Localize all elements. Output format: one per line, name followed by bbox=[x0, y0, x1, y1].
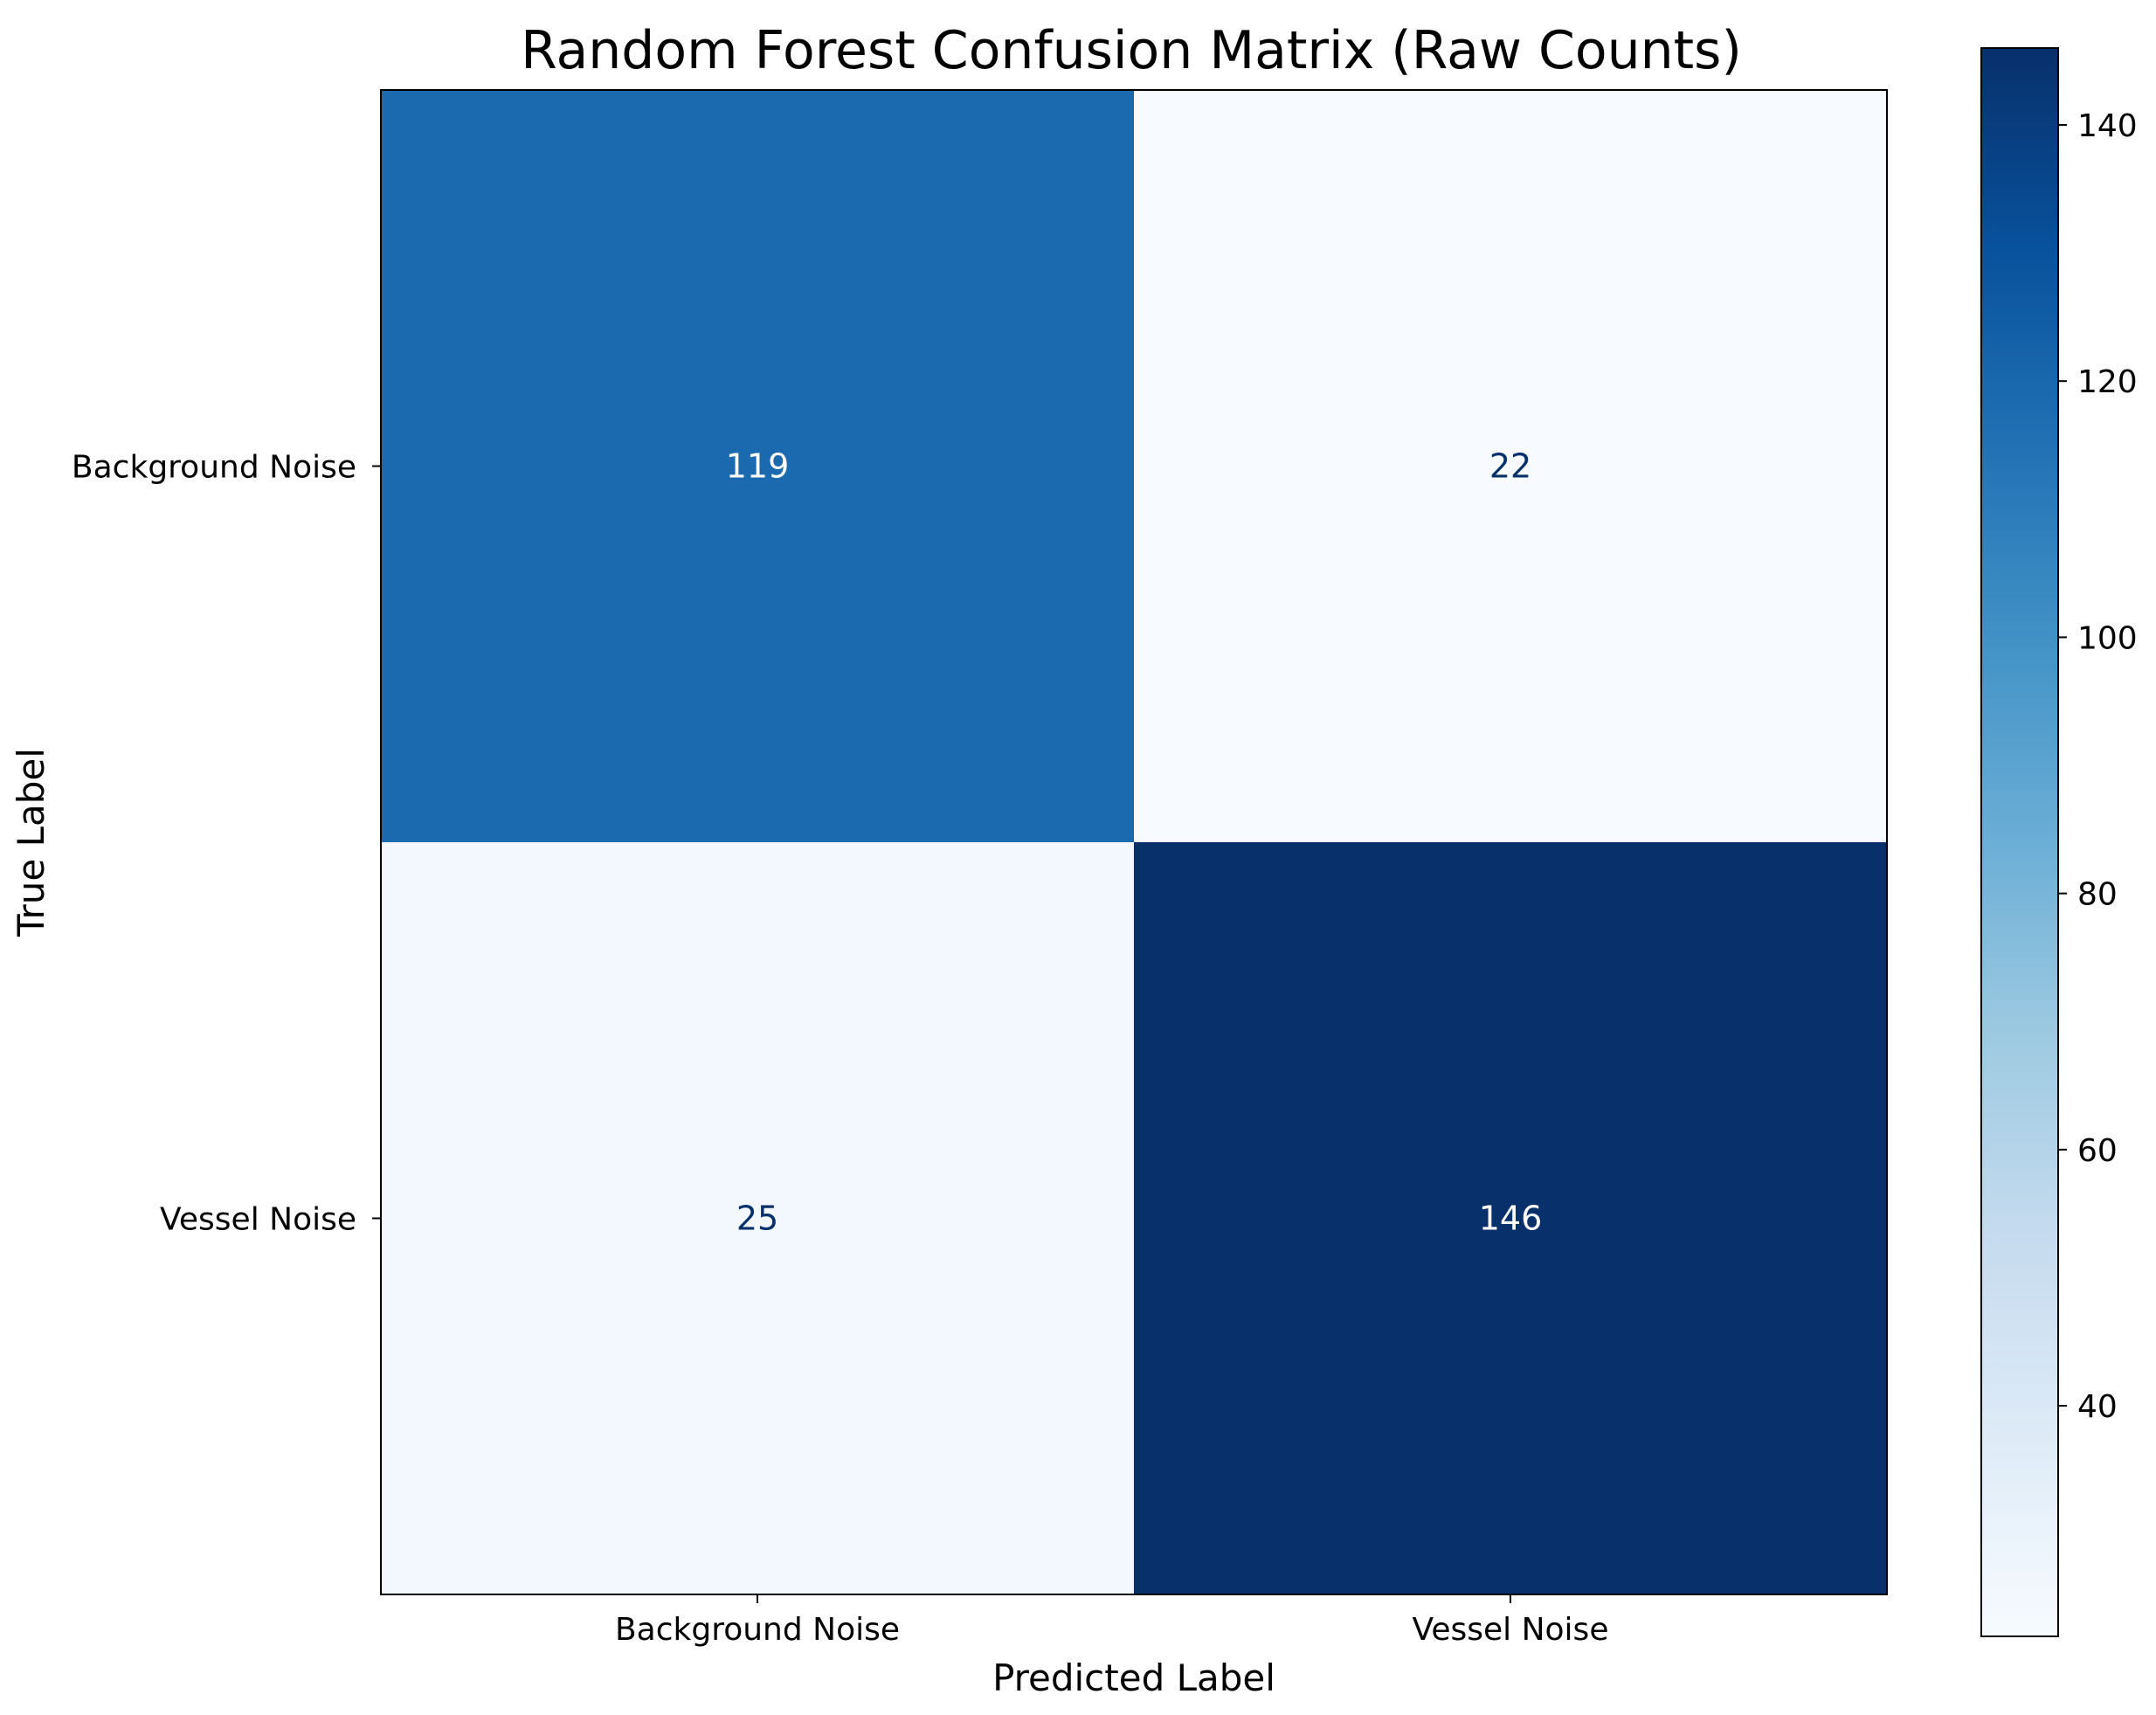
y-axis-label: True Label bbox=[10, 748, 52, 937]
plot-frame bbox=[380, 89, 1888, 1595]
cell-value-label: 146 bbox=[1479, 1200, 1543, 1238]
x-tick-label: Vessel Noise bbox=[1413, 1612, 1609, 1648]
cell-value-label: 25 bbox=[736, 1200, 778, 1238]
colorbar-tick-label: 80 bbox=[2077, 877, 2118, 913]
x-tick-label: Background Noise bbox=[615, 1612, 900, 1648]
y-axis-ticks: Background Noise Vessel Noise bbox=[72, 450, 381, 1238]
matrix-cell-labels: 119 22 25 146 bbox=[726, 447, 1543, 1238]
cell-value-label: 22 bbox=[1489, 447, 1531, 486]
colorbar-tick-label: 140 bbox=[2077, 108, 2138, 144]
x-axis-ticks: Background Noise Vessel Noise bbox=[615, 1594, 1609, 1648]
matrix-cell-r0-c0 bbox=[381, 90, 1134, 842]
colorbar bbox=[1980, 47, 2059, 1637]
colorbar-ticks: 40 60 80 100 120 140 bbox=[2058, 108, 2138, 1425]
matrix-cell-r1-c0 bbox=[381, 842, 1134, 1594]
x-axis-label: Predicted Label bbox=[992, 1656, 1275, 1699]
matrix-cell-r0-c1 bbox=[1134, 90, 1887, 842]
y-tick-label: Vessel Noise bbox=[160, 1202, 356, 1238]
matrix-cells bbox=[381, 90, 1887, 1594]
cell-value-label: 119 bbox=[726, 447, 790, 486]
colorbar-tick-label: 120 bbox=[2077, 364, 2138, 400]
chart-title: Random Forest Confusion Matrix (Raw Coun… bbox=[521, 20, 1742, 81]
colorbar-tick-label: 100 bbox=[2077, 620, 2138, 656]
colorbar-tick-label: 40 bbox=[2077, 1389, 2118, 1425]
matrix-cell-r1-c1 bbox=[1134, 842, 1887, 1594]
y-tick-label: Background Noise bbox=[72, 450, 356, 486]
colorbar-tick-label: 60 bbox=[2077, 1133, 2118, 1169]
